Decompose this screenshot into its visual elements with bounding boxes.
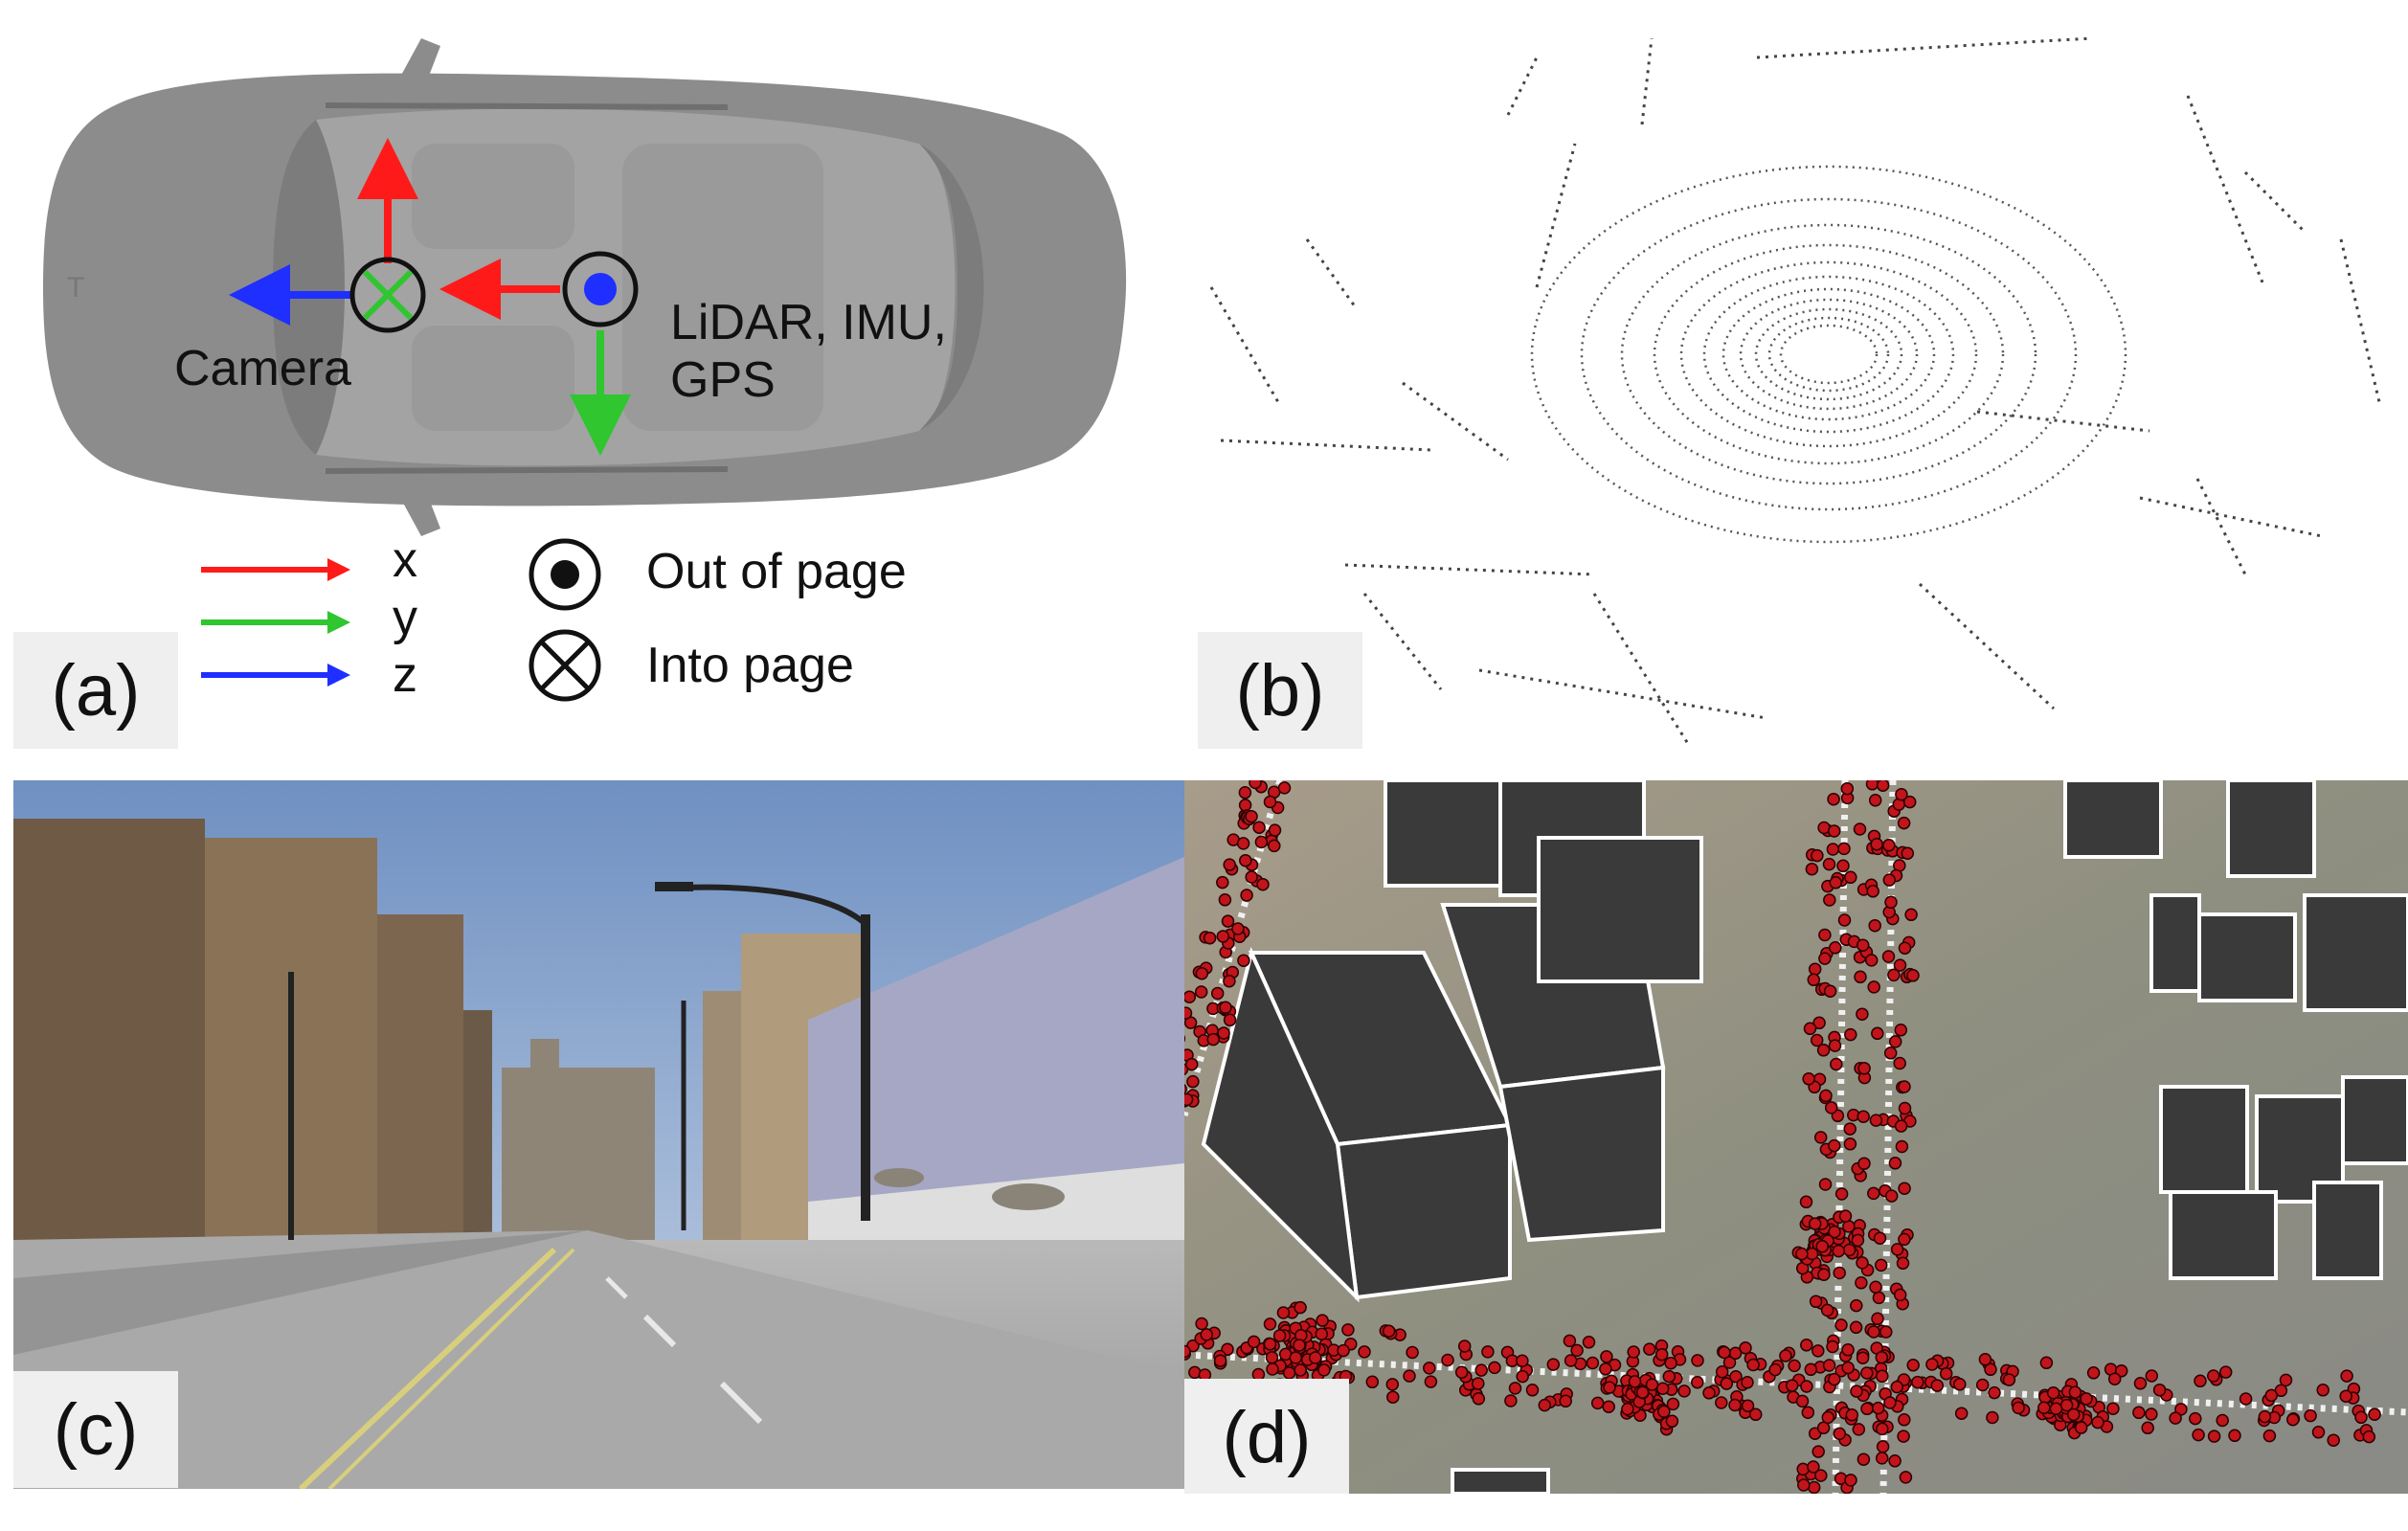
car-top-view-diagram: T — [43, 38, 1127, 702]
camera-street-view — [13, 780, 1184, 1489]
camera-into-page-symbol — [349, 257, 426, 333]
panel-d-tag: (d) — [1184, 1379, 1349, 1494]
lidar-label-line2: GPS — [670, 352, 776, 408]
lidar-out-of-page-symbol — [562, 251, 639, 327]
legend-out-of-page-label: Out of page — [646, 544, 907, 599]
legend-x-label: x — [393, 532, 417, 588]
gnss-points — [1184, 780, 2381, 1494]
legend-out-of-page-icon — [529, 538, 601, 611]
legend-into-page-icon — [529, 629, 601, 702]
legend-into-page-label: Into page — [646, 638, 854, 693]
panel-c-tag: (c) — [13, 1371, 178, 1488]
panel-d: (d) — [1184, 780, 2408, 1494]
panel-b: (b) — [1192, 0, 2408, 756]
camera-label: Camera — [174, 341, 351, 396]
panel-a: T Camera LiDAR, IMU, GPS x y z Out of pa… — [0, 0, 1187, 756]
building-blocks — [1201, 780, 2408, 1494]
panel-b-tag: (b) — [1198, 632, 1362, 749]
svg-text:T: T — [67, 272, 84, 304]
lidar-label-line1: LiDAR, IMU, — [670, 295, 947, 350]
panel-c: (c) — [13, 780, 1184, 1489]
map-with-gnss-points — [1184, 780, 2408, 1494]
legend-y-label: y — [393, 590, 417, 645]
lidar-point-cloud — [1209, 36, 2381, 748]
panel-a-tag: (a) — [13, 632, 178, 749]
legend-z-label: z — [393, 647, 417, 703]
